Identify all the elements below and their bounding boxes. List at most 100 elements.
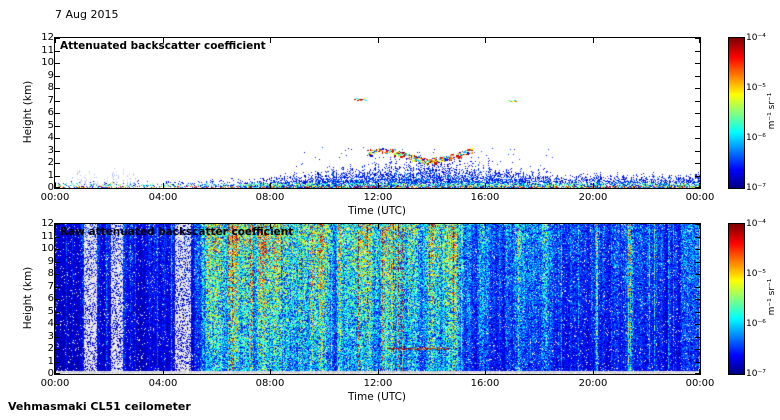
colorbar-tick-label: 10⁻⁷: [746, 369, 766, 379]
colorbar-gradient-bottom: [729, 224, 744, 374]
x-tick-label: 00:00: [685, 378, 715, 389]
axis-tick: [699, 369, 700, 374]
x-tick-label: 04:00: [148, 378, 178, 389]
axis-tick: [55, 176, 60, 177]
y-tick-label: 7: [47, 95, 54, 106]
x-tick-label: 04:00: [148, 192, 178, 203]
axis-tick: [55, 324, 60, 325]
axis-tick: [695, 274, 700, 275]
axis-tick: [55, 126, 60, 127]
axis-tick: [55, 138, 60, 139]
colorbar-tick-label: 10⁻⁵: [746, 83, 766, 93]
axis-tick: [55, 362, 60, 363]
axis-tick: [695, 113, 700, 114]
axis-tick: [270, 38, 271, 43]
y-tick-label: 12: [41, 218, 54, 229]
y-tick-label: 3: [47, 331, 54, 342]
x-axis-label-bottom: Time (UTC): [347, 391, 407, 403]
attenuated-backscatter-plot: Attenuated backscatter coefficient: [54, 37, 701, 189]
axis-tick: [270, 224, 271, 229]
axis-tick: [55, 76, 60, 77]
axis-tick: [695, 101, 700, 102]
axis-tick: [695, 262, 700, 263]
y-tick-label: 8: [47, 268, 54, 279]
axis-tick: [695, 362, 700, 363]
y-tick-label: 6: [47, 107, 54, 118]
y-tick-label: 6: [47, 293, 54, 304]
y-tick-label: 4: [47, 318, 54, 329]
axis-tick: [699, 38, 700, 43]
x-tick-label: 00:00: [40, 378, 70, 389]
colorbar-tick-label: 10⁻⁶: [746, 133, 766, 143]
colorbar-unit-bottom: m⁻¹ sr⁻¹: [767, 278, 777, 316]
x-tick-label: 08:00: [255, 378, 285, 389]
colorbar-tick-label: 10⁻⁴: [746, 33, 766, 43]
axis-tick: [55, 312, 60, 313]
axis-tick: [55, 101, 60, 102]
y-axis-label-top: Height (km): [22, 80, 34, 144]
raw-backscatter-plot: Raw attenuated backscatter coefficient: [54, 223, 701, 375]
axis-tick: [695, 51, 700, 52]
y-tick-label: 9: [47, 70, 54, 81]
y-axis-label-bottom: Height (km): [22, 266, 34, 330]
axis-tick: [163, 38, 164, 43]
x-tick-label: 12:00: [363, 192, 393, 203]
axis-tick: [55, 287, 60, 288]
colorbar-gradient-top: [729, 38, 744, 188]
y-tick-label: 2: [47, 343, 54, 354]
axis-tick: [699, 224, 700, 229]
axis-tick: [695, 324, 700, 325]
instrument-label: Vehmasmaki CL51 ceilometer: [8, 400, 191, 413]
axis-tick: [55, 262, 60, 263]
axis-tick: [695, 287, 700, 288]
axis-tick: [695, 373, 700, 374]
axis-tick: [695, 138, 700, 139]
y-tick-label: 9: [47, 256, 54, 267]
colorbar-bottom: [728, 223, 745, 375]
axis-tick: [695, 337, 700, 338]
raw-backscatter-heatmap: [55, 224, 700, 374]
axis-tick: [55, 369, 56, 374]
x-tick-label: 00:00: [40, 192, 70, 203]
y-tick-label: 10: [41, 57, 54, 68]
y-tick-label: 2: [47, 157, 54, 168]
axis-tick: [378, 38, 379, 43]
axis-tick: [695, 88, 700, 89]
y-tick-label: 10: [41, 243, 54, 254]
x-tick-label: 08:00: [255, 192, 285, 203]
axis-tick: [695, 299, 700, 300]
axis-tick: [695, 349, 700, 350]
x-tick-label: 12:00: [363, 378, 393, 389]
axis-tick: [55, 183, 56, 188]
axis-tick: [695, 151, 700, 152]
axis-tick: [485, 224, 486, 229]
y-tick-label: 1: [47, 170, 54, 181]
axis-tick: [695, 224, 700, 225]
x-tick-label: 16:00: [470, 192, 500, 203]
date-label: 7 Aug 2015: [55, 8, 119, 21]
axis-tick: [55, 224, 60, 225]
axis-tick: [593, 183, 594, 188]
axis-tick: [593, 224, 594, 229]
y-tick-label: 0: [47, 182, 54, 193]
y-tick-label: 5: [47, 306, 54, 317]
y-tick-label: 1: [47, 356, 54, 367]
colorbar-unit-top: m⁻¹ sr⁻¹: [767, 92, 777, 130]
y-tick-label: 0: [47, 368, 54, 379]
axis-tick: [163, 224, 164, 229]
axis-tick: [55, 163, 60, 164]
axis-tick: [593, 369, 594, 374]
axis-tick: [55, 249, 60, 250]
y-tick-label: 11: [41, 45, 54, 56]
y-tick-label: 12: [41, 32, 54, 43]
axis-tick: [695, 163, 700, 164]
axis-tick: [485, 38, 486, 43]
axis-tick: [695, 38, 700, 39]
axis-tick: [270, 369, 271, 374]
axis-tick: [699, 183, 700, 188]
axis-tick: [270, 183, 271, 188]
axis-tick: [55, 63, 60, 64]
x-tick-label: 00:00: [685, 192, 715, 203]
axis-tick: [55, 224, 56, 229]
axis-tick: [695, 63, 700, 64]
